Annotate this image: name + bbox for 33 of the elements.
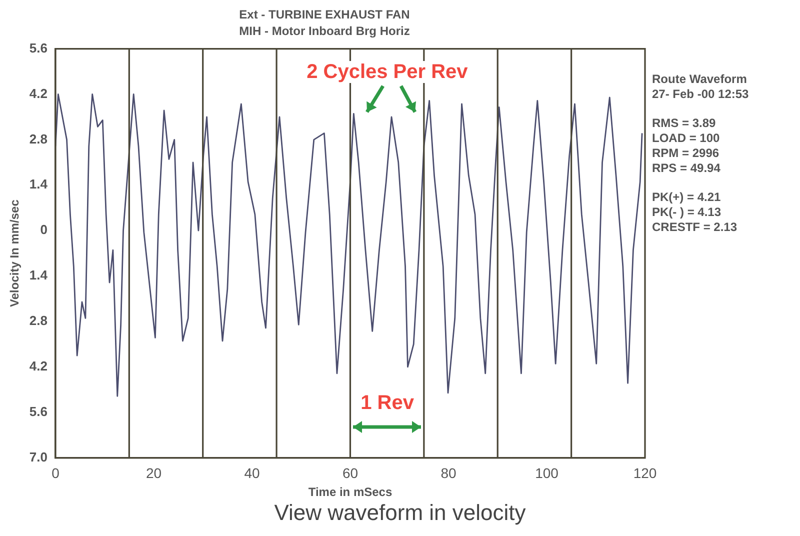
x-tick-label: 40 bbox=[244, 465, 260, 482]
y-tick-label: 4.2 bbox=[29, 358, 48, 374]
y-tick-label: 2.8 bbox=[29, 313, 48, 328]
y-axis-title: Velocity In mm/sec bbox=[8, 199, 22, 307]
x-axis-title: Time in mSecs bbox=[308, 485, 392, 500]
x-tick-label: 0 bbox=[52, 465, 60, 482]
text: RPS = 49.94 bbox=[652, 161, 722, 176]
text: Route Waveform bbox=[652, 72, 748, 87]
chart-title: Ext - TURBINE EXHAUST FAN bbox=[239, 8, 410, 22]
y-tick-label: 5.6 bbox=[29, 404, 48, 419]
text: RMS = 3.89 bbox=[652, 116, 717, 131]
text: 27- Feb -00 12:53 bbox=[652, 87, 749, 102]
text: PK(- ) = 4.13 bbox=[652, 205, 722, 220]
text: View waveform in velocity bbox=[273, 500, 527, 526]
y-tick-label: 1.4 bbox=[29, 268, 48, 283]
x-tick-label: 20 bbox=[146, 465, 162, 482]
annotation: 2 Cycles Per Rev bbox=[304, 60, 470, 83]
annotation: 1 Rev bbox=[358, 392, 416, 414]
chart-subtitle: MIH - Motor Inboard Brg Horiz bbox=[239, 24, 410, 38]
y-tick-label: 5.6 bbox=[29, 40, 48, 56]
x-tick-label: 100 bbox=[535, 465, 559, 482]
y-tick-label: 7.0 bbox=[29, 449, 48, 464]
y-tick-label: 1.4 bbox=[29, 176, 48, 192]
y-tick-label: 2.8 bbox=[29, 131, 48, 146]
y-tick-label: 4.2 bbox=[29, 86, 48, 101]
x-tick-label: 80 bbox=[440, 465, 456, 482]
y-tick-label: 0 bbox=[40, 222, 48, 238]
text: LOAD = 100 bbox=[652, 131, 721, 146]
text: PK(+) = 4.21 bbox=[652, 190, 722, 205]
text: RPM = 2996 bbox=[652, 146, 720, 161]
x-tick-label: 120 bbox=[633, 465, 657, 482]
x-tick-label: 60 bbox=[342, 465, 358, 482]
text: CRESTF = 2.13 bbox=[652, 220, 738, 235]
